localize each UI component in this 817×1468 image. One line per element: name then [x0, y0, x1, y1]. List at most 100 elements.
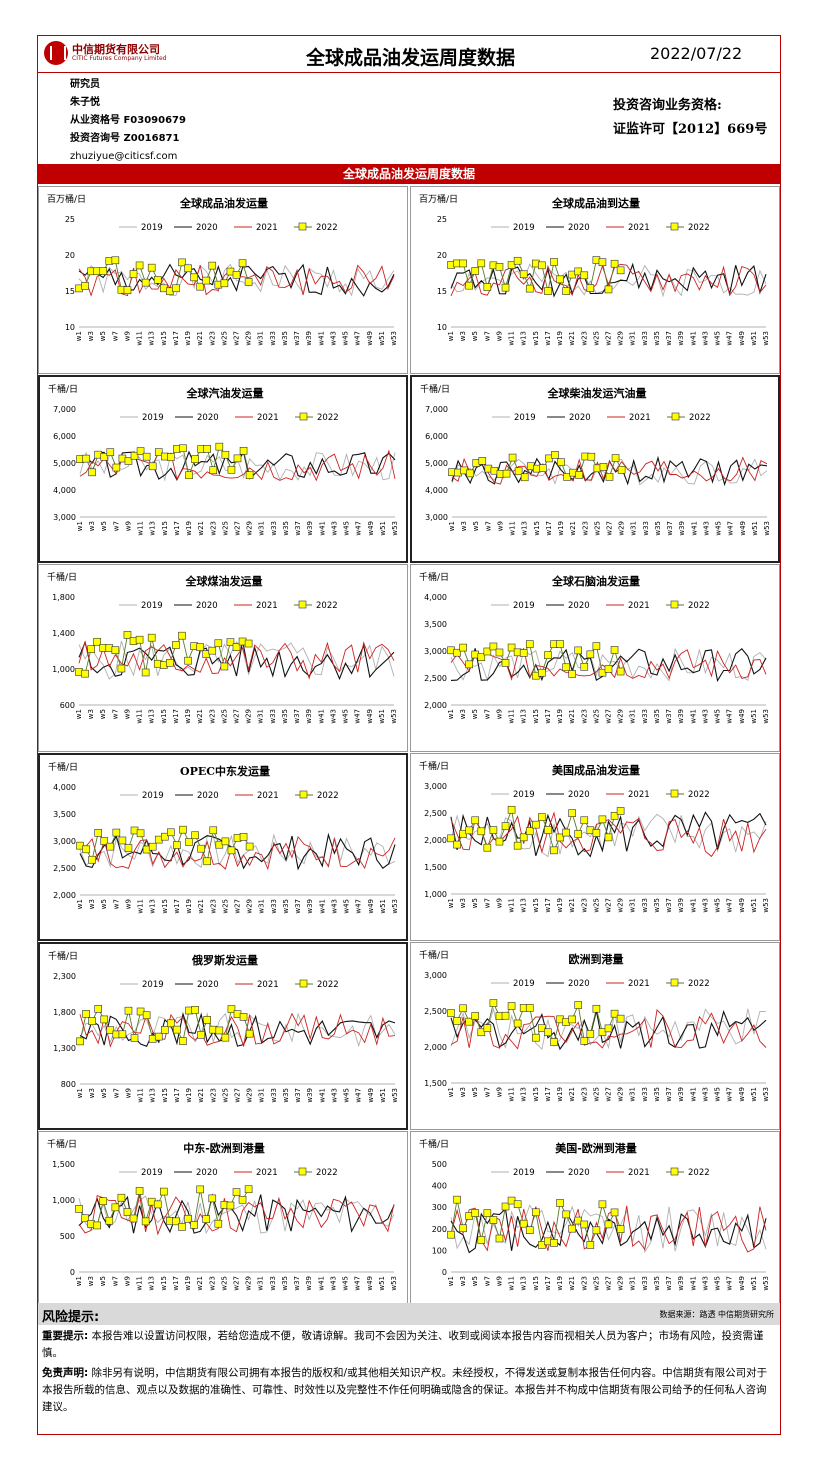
x-tick-label: w31 [630, 521, 638, 536]
x-tick-label: w43 [330, 1088, 338, 1103]
legend-label: 2021 [256, 223, 278, 233]
y-tick-label: 2,500 [424, 809, 447, 818]
series-marker-2022 [178, 258, 186, 267]
series-marker-2022 [556, 833, 564, 842]
series-marker-2022 [220, 662, 229, 671]
series-marker-2022 [544, 287, 552, 295]
legend-label: 2022 [316, 223, 338, 233]
legend-marker [670, 978, 679, 987]
x-tick-label: w43 [329, 709, 337, 724]
series-marker-2022 [141, 668, 150, 677]
x-tick-label: w51 [751, 521, 759, 536]
x-tick-label: w15 [160, 709, 168, 724]
series-line-2019 [78, 640, 395, 680]
legend-marker [298, 1167, 307, 1176]
series-marker-2022 [88, 855, 96, 864]
chart-title: 欧洲到港量 [569, 952, 624, 966]
important-notice: 重要提示: 本报告难以设置访问权限，若给您造成不便，敬请谅解。我司不会因为关注、… [38, 1325, 780, 1365]
series-marker-2022 [117, 664, 126, 673]
series-marker-2022 [586, 1030, 595, 1038]
x-tick-label: w33 [641, 331, 649, 346]
series-marker-2022 [598, 258, 607, 267]
x-tick-label: w31 [629, 1276, 637, 1291]
important-text: 本报告难以设置访问权限，若给您造成不便，敬请谅解。我司不会因为关注、收到或阅读本… [42, 1330, 764, 1359]
x-tick-label: w11 [509, 521, 517, 536]
x-tick-label: w47 [355, 521, 363, 536]
legend-label: 2021 [628, 790, 650, 800]
x-tick-label: w49 [366, 709, 374, 724]
legend-label: 2019 [142, 980, 164, 990]
series-marker-2022 [76, 1037, 84, 1046]
series-marker-2022 [100, 453, 109, 461]
series-marker-2022 [447, 1230, 455, 1239]
legend-label: 2019 [513, 601, 535, 611]
x-tick-label: w17 [172, 709, 180, 724]
analyst-email[interactable]: zhuziyue@citicsf.com [70, 151, 178, 162]
license-line2: 证监许可【2012】669号 [613, 122, 768, 137]
x-tick-label: w9 [496, 521, 504, 531]
series-marker-2022 [610, 1009, 619, 1018]
x-tick-label: w17 [544, 709, 552, 724]
x-tick-label: w43 [330, 899, 338, 914]
series-marker-2022 [453, 648, 461, 657]
x-tick-label: w1 [448, 521, 456, 531]
x-tick-label: w45 [343, 899, 351, 914]
x-tick-label: w51 [379, 899, 387, 914]
series-marker-2022 [514, 467, 523, 476]
x-tick-label: w23 [208, 1276, 216, 1291]
chart-panel: 俄罗斯发运量 千桶/日 800 1,300 1,800 2,300 w1 w3 w5 w7 w9 w1… [38, 942, 408, 1130]
chart-title: 全球煤油发运量 [185, 574, 263, 588]
series-marker-2022 [239, 1013, 248, 1021]
series-marker-2022 [465, 281, 473, 290]
series-line-2020 [78, 640, 395, 681]
x-tick-label: w47 [726, 331, 734, 346]
y-tick-label: 1,500 [52, 1160, 75, 1169]
analyst-info: 研究员 朱子悦 从业资格号 F03090679 投资咨询号 Z0016871 z… [70, 76, 186, 166]
legend-label: 2019 [513, 1168, 535, 1178]
x-tick-label: w21 [197, 1088, 205, 1103]
series-marker-2022 [214, 639, 223, 648]
series-marker-2022 [544, 1028, 552, 1037]
important-label: 重要提示: [42, 1330, 89, 1342]
legend-label: 2022 [316, 601, 338, 611]
series-marker-2022 [532, 820, 540, 829]
x-tick-label: w21 [568, 898, 576, 913]
chart-title: 美国成品油发运量 [552, 763, 640, 777]
series-marker-2022 [508, 453, 517, 462]
y-tick-label: 4,000 [53, 486, 76, 495]
legend-marker [671, 412, 680, 421]
x-tick-label: w43 [329, 1276, 337, 1291]
legend-label: 2021 [256, 601, 278, 611]
chart-title: 美国-欧洲到港量 [555, 1141, 637, 1155]
x-tick-label: w33 [641, 1087, 649, 1102]
y-tick-label: 2,000 [424, 701, 447, 710]
series-marker-2022 [232, 643, 241, 651]
series-marker-2022 [598, 815, 607, 824]
x-tick-label: w5 [100, 1088, 108, 1098]
x-tick-label: w13 [149, 1088, 157, 1103]
x-tick-label: w15 [532, 1276, 540, 1291]
x-tick-label: w9 [123, 331, 131, 341]
series-marker-2022 [227, 1005, 236, 1013]
x-tick-label: w35 [653, 1276, 661, 1291]
x-tick-label: w51 [750, 709, 758, 724]
series-marker-2022 [459, 643, 467, 652]
x-tick-label: w33 [641, 898, 649, 913]
y-tick-label: 3,000 [425, 513, 448, 522]
series-marker-2022 [208, 1194, 217, 1203]
series-marker-2022 [538, 813, 546, 821]
legend-marker [299, 979, 308, 988]
section-banner: 全球成品油发运周度数据 [38, 164, 780, 184]
series-marker-2022 [616, 1225, 625, 1233]
x-tick-label: w25 [221, 1088, 229, 1103]
x-tick-label: w15 [161, 521, 169, 536]
x-tick-label: w43 [701, 898, 709, 913]
series-marker-2022 [501, 283, 510, 292]
x-tick-label: w53 [762, 709, 770, 724]
x-tick-label: w21 [197, 899, 205, 914]
x-tick-label: w47 [354, 709, 362, 724]
series-marker-2022 [605, 473, 614, 481]
series-marker-2022 [135, 261, 144, 270]
x-tick-label: w7 [483, 1276, 491, 1286]
x-tick-label: w5 [471, 898, 479, 908]
